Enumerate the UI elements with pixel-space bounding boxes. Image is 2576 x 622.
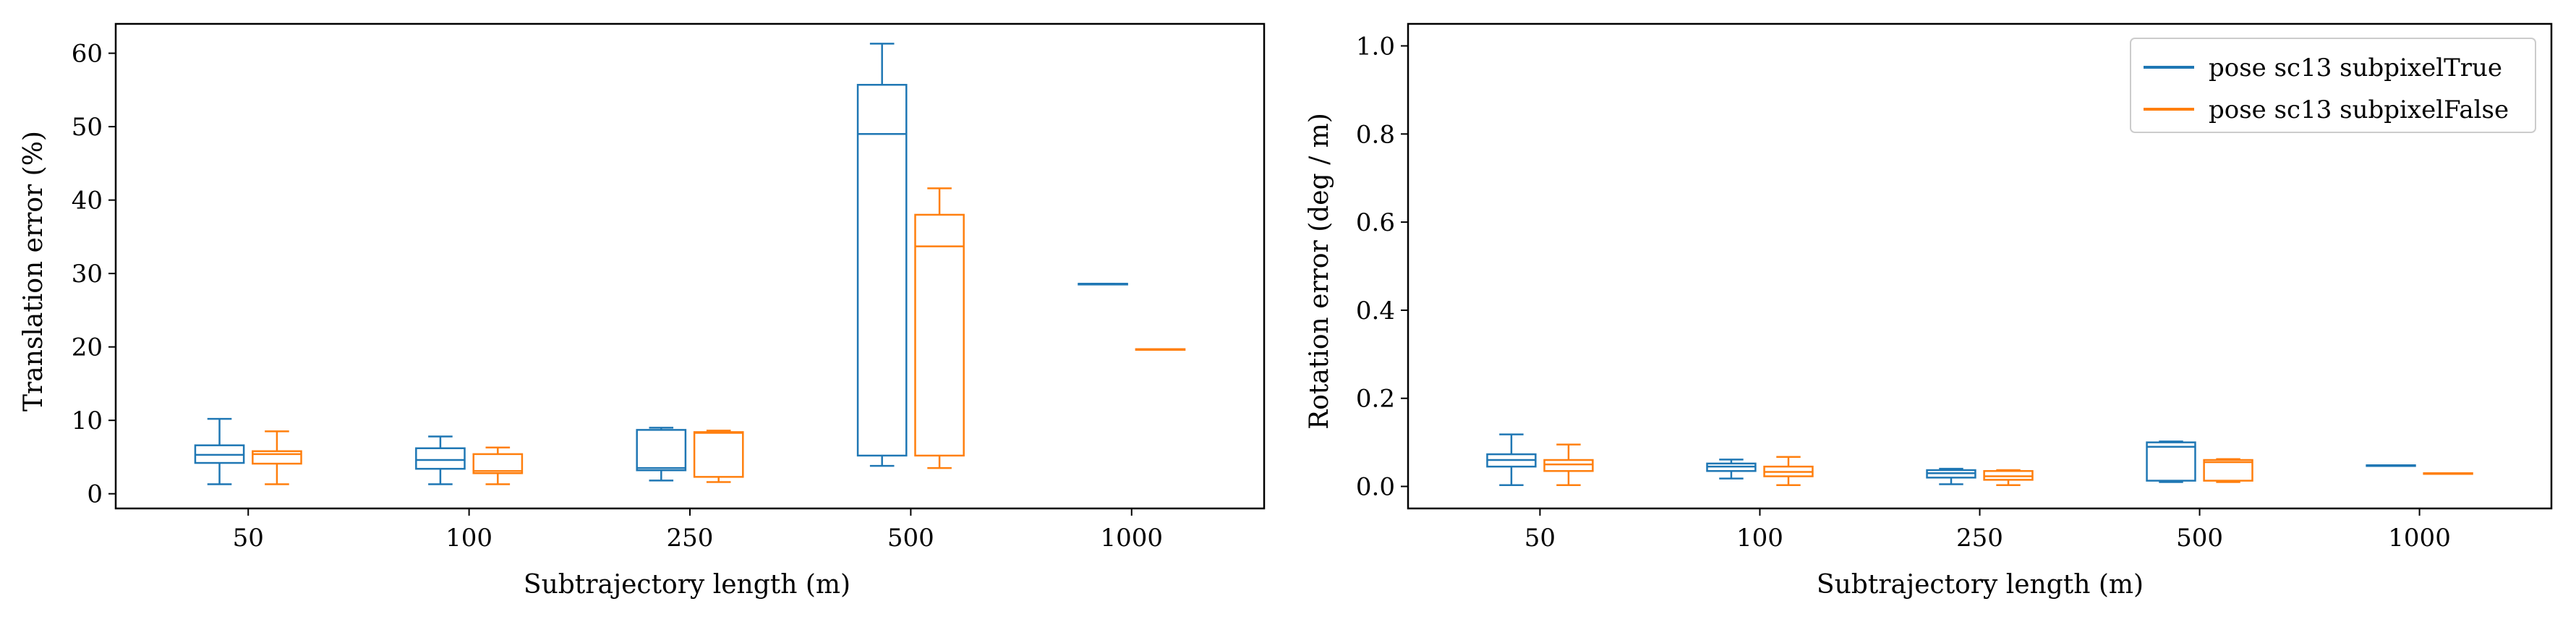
rotation-legend: pose sc13 subpixelTrue pose sc13 subpixel…	[2130, 38, 2536, 133]
rotation-box-500-series1	[2203, 458, 2253, 483]
translation-ytick-label: 0	[87, 480, 103, 509]
rotation-box-50-series1	[1543, 443, 1594, 486]
rotation-chart-ylabel: Rotation error (deg / m)	[1305, 113, 1334, 430]
rotation-ytick-label: 1.0	[1356, 32, 1395, 61]
translation-box-250-series0	[636, 427, 687, 482]
box-body	[1543, 459, 1594, 472]
rotation-xtick-label: 50	[1524, 524, 1556, 553]
translation-ytick-label: 30	[72, 260, 103, 289]
translation-xtick-label: 250	[667, 524, 714, 553]
rotation-ytick-label: 0.8	[1356, 120, 1395, 149]
rotation-box-250-series0	[1926, 467, 1976, 485]
translation-chart-xlabel: Subtrajectory length (m)	[524, 570, 850, 600]
rotation-xtick-label: 100	[1736, 524, 1783, 553]
translation-chart-ylabel: Translation error (%)	[19, 131, 48, 412]
translation-xtick-label: 50	[233, 524, 264, 553]
translation-ytick-label: 20	[72, 333, 103, 362]
rotation-box-50-series0	[1486, 433, 1537, 486]
rotation-box-1000-series1	[2423, 472, 2473, 475]
rotation-xtick-label: 500	[2176, 524, 2223, 553]
box-body	[2146, 441, 2196, 482]
box-body	[856, 84, 908, 457]
translation-box-100-series1	[472, 446, 524, 485]
translation-xtick-label: 500	[887, 524, 934, 553]
rotation-chart-xlabel: Subtrajectory length (m)	[1817, 570, 2144, 600]
rotation-box-100-series1	[1763, 456, 1814, 486]
legend-label: pose sc13 subpixelFalse	[2209, 95, 2509, 124]
rotation-ytick-label: 0.2	[1356, 385, 1395, 414]
translation-ytick-label: 50	[72, 113, 103, 142]
translation-box-50-series1	[252, 430, 302, 485]
translation-box-500-series1	[914, 187, 965, 469]
translation-ytick-label: 40	[72, 187, 103, 216]
translation-ytick-label: 10	[72, 406, 103, 435]
box-body	[472, 453, 524, 474]
rotation-box-500-series0	[2146, 440, 2196, 483]
rotation-xtick-label: 250	[1956, 524, 2003, 553]
translation-box-1000-series1	[1135, 348, 1186, 351]
rotation-xtick-label: 1000	[2388, 524, 2451, 553]
translation-axes-frame	[114, 22, 1266, 510]
translation-box-100-series0	[415, 435, 466, 485]
rotation-box-250-series1	[1983, 469, 2034, 486]
rotation-ytick-label: 0.0	[1356, 473, 1395, 502]
translation-box-500-series0	[856, 43, 908, 467]
translation-xtick-label: 1000	[1101, 524, 1164, 553]
box-body	[252, 450, 302, 465]
box-body	[914, 213, 965, 457]
translation-box-250-series1	[693, 430, 744, 483]
translation-error-chart: Subtrajectory length (m) Translation err…	[19, 22, 1266, 600]
rotation-ytick-label: 0.6	[1356, 208, 1395, 237]
box-body	[415, 447, 466, 470]
rotation-ytick-label: 0.4	[1356, 297, 1395, 325]
box-body	[2203, 459, 2253, 482]
translation-box-50-series0	[194, 417, 245, 485]
legend-frame	[2130, 38, 2536, 133]
rotation-box-100-series0	[1706, 459, 1757, 480]
legend-label: pose sc13 subpixelTrue	[2209, 54, 2502, 82]
rotation-box-1000-series0	[2366, 464, 2416, 467]
translation-ytick-label: 60	[72, 40, 103, 69]
box-body	[693, 431, 744, 478]
translation-xtick-label: 100	[445, 524, 492, 553]
box-body	[636, 429, 687, 472]
rotation-error-chart: Subtrajectory length (m) Rotation error …	[1305, 22, 2553, 600]
